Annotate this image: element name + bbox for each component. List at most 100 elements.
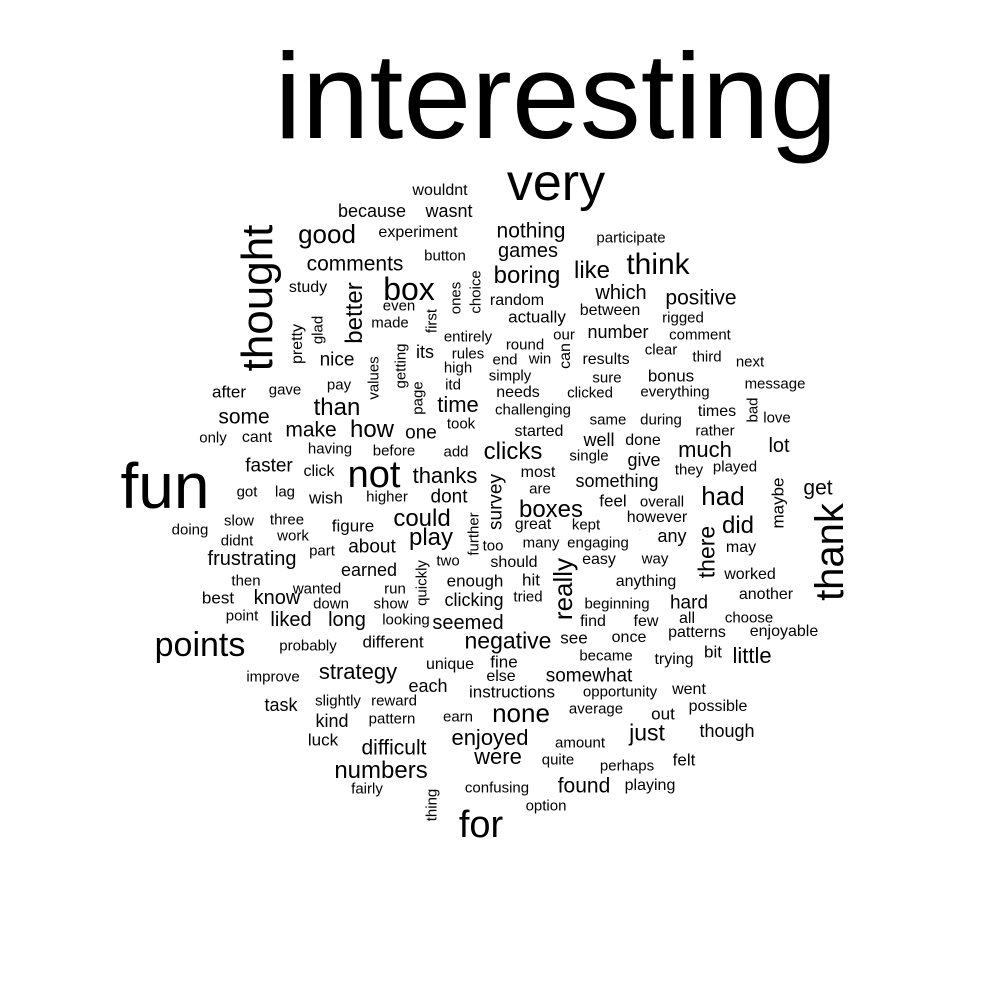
word-part: part <box>309 542 335 560</box>
word-clicks: clicks <box>483 438 543 465</box>
word-comments: comments <box>306 252 404 276</box>
word-earned: earned <box>340 560 398 580</box>
word-wanted: wanted <box>292 580 342 598</box>
word-else: else <box>486 668 516 685</box>
word-could: could <box>393 505 451 532</box>
word-though: though <box>699 721 755 741</box>
word-experiment: experiment <box>378 224 458 241</box>
word-cant: cant <box>241 429 273 446</box>
word-negative: negative <box>464 627 552 654</box>
word-clicked: clicked <box>567 384 613 402</box>
word-went: went <box>672 681 706 698</box>
word-different: different <box>362 632 424 652</box>
word-improve: improve <box>246 668 300 686</box>
word-frustrating: frustrating <box>207 548 297 570</box>
word-many: many <box>522 534 560 552</box>
word-after: after <box>211 382 247 402</box>
word-most: most <box>520 464 556 481</box>
word-something: something <box>575 471 659 491</box>
word-doing: doing <box>171 521 209 539</box>
word-button: button <box>424 247 466 265</box>
word-kind: kind <box>315 711 349 731</box>
word-gave: gave <box>268 381 302 399</box>
word-made: made <box>371 314 409 332</box>
word-fairly: fairly <box>351 780 383 798</box>
word-started: started <box>514 423 564 440</box>
word-glad: glad <box>309 315 327 345</box>
word-ones: ones <box>447 281 465 315</box>
word-out: out <box>651 704 675 724</box>
word-run: run <box>384 580 406 598</box>
word-points: points <box>154 626 246 664</box>
word-single: single <box>569 447 609 465</box>
word-games: games <box>497 240 559 262</box>
word-thought: thought <box>233 224 282 372</box>
word-didnt: didnt <box>220 532 254 550</box>
word-really: really <box>548 557 578 621</box>
word-down: down <box>313 595 349 613</box>
word-nothing: nothing <box>496 219 566 243</box>
word-how: how <box>349 416 395 443</box>
word-round: round <box>505 336 545 354</box>
word-participate: participate <box>596 229 666 247</box>
word-enjoyable: enjoyable <box>749 623 819 640</box>
word-times: times <box>697 403 737 420</box>
word-done: done <box>625 432 661 449</box>
word-message: message <box>744 375 806 393</box>
word-interesting: interesting <box>274 28 838 164</box>
word-add: add <box>443 443 469 461</box>
word-little: little <box>732 643 772 668</box>
word-none: none <box>492 698 550 728</box>
word-think: think <box>626 248 690 281</box>
word-wouldnt: wouldnt <box>412 182 468 199</box>
word-slightly: slightly <box>315 692 361 710</box>
word-love: love <box>763 409 791 427</box>
word-best: best <box>201 588 235 608</box>
word-seemed: seemed <box>432 612 504 634</box>
word-had: had <box>701 481 745 511</box>
word-end: end <box>492 351 518 369</box>
word-felt: felt <box>672 750 696 770</box>
word-study: study <box>288 279 328 296</box>
word-anything: anything <box>615 573 677 590</box>
word-sure: sure <box>592 369 622 387</box>
word-well: well <box>583 430 615 450</box>
word-like: like <box>573 257 611 284</box>
word-some: some <box>218 405 270 429</box>
word-choose: choose <box>724 609 774 627</box>
word-rules: rules <box>451 345 485 363</box>
word-clicking: clicking <box>444 590 504 610</box>
word-few: few <box>633 613 659 630</box>
word-good: good <box>298 219 356 249</box>
word-win: win <box>528 350 552 368</box>
word-its: its <box>416 342 434 362</box>
word-confusing: confusing <box>464 779 530 797</box>
word-dont: dont <box>430 486 468 508</box>
word-our: our <box>553 326 575 344</box>
word-liked: liked <box>270 609 312 631</box>
word-engaging: engaging <box>567 534 629 552</box>
word-for: for <box>458 804 504 846</box>
word-may: may <box>725 539 757 556</box>
word-faster: faster <box>245 455 293 477</box>
word-point: point <box>225 607 259 625</box>
word-three: three <box>269 511 305 529</box>
word-much: much <box>678 437 732 462</box>
word-overall: overall <box>639 493 685 511</box>
word-perhaps: perhaps <box>599 757 655 775</box>
word-very: very <box>506 154 606 212</box>
word-can: can <box>557 343 574 369</box>
word-instructions: instructions <box>469 682 555 702</box>
word-kept: kept <box>571 516 601 534</box>
word-wasnt: wasnt <box>425 201 473 221</box>
word-even: even <box>382 297 416 315</box>
word-got: got <box>236 483 258 501</box>
word-playing: playing <box>624 777 676 794</box>
word-further: further <box>465 512 483 556</box>
word-once: once <box>611 629 647 646</box>
word-another: another <box>738 586 794 603</box>
word-amount: amount <box>554 734 606 752</box>
word-itd: itd <box>445 376 461 394</box>
word-somewhat: somewhat <box>545 665 633 687</box>
